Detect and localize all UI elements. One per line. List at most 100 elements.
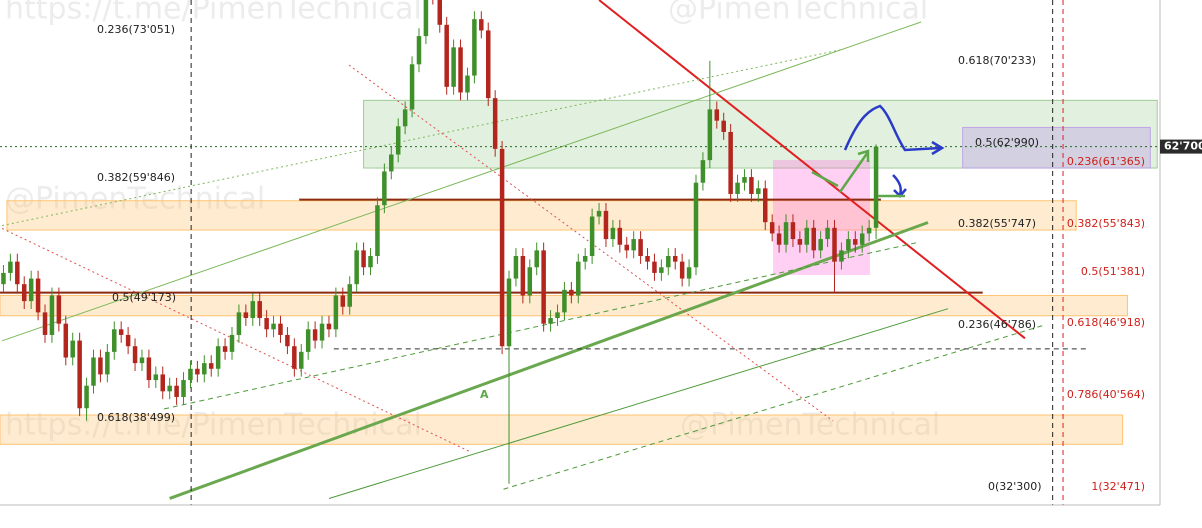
candle-body xyxy=(42,312,48,335)
price-zone xyxy=(6,200,1077,231)
candle-body xyxy=(326,323,332,330)
candle-body xyxy=(492,98,498,149)
candle-body xyxy=(153,374,159,381)
candle-body xyxy=(548,318,553,324)
candle-body xyxy=(271,323,276,330)
candle-body xyxy=(70,340,75,358)
candle-body xyxy=(700,160,706,183)
candle-body xyxy=(707,109,713,161)
candle-body xyxy=(776,233,782,245)
candle-body xyxy=(797,239,803,245)
candle-body xyxy=(444,24,449,87)
candle-body xyxy=(285,334,290,347)
candle-body xyxy=(347,284,352,307)
candle-body xyxy=(8,261,13,273)
watermarks: https://t.me/PimenTechnical @PimenTechnic… xyxy=(5,0,940,443)
trend-line xyxy=(164,241,918,410)
green-stroke xyxy=(811,170,839,188)
candle-body xyxy=(825,227,830,240)
candle-body xyxy=(839,250,844,262)
candle-body xyxy=(409,64,415,110)
candle-body xyxy=(659,267,664,273)
candle-body xyxy=(98,357,103,375)
candle-body xyxy=(278,323,283,335)
candle-body xyxy=(458,47,463,93)
candle-body xyxy=(742,177,747,183)
candle-body xyxy=(167,385,172,392)
candle-body xyxy=(769,222,775,234)
candle-body xyxy=(146,357,152,381)
candle-body xyxy=(527,267,533,296)
candle-body xyxy=(873,146,879,228)
trend-line xyxy=(1,228,470,452)
fib-red-label: 0.382(55'843) xyxy=(1067,217,1145,230)
watermark: @PimenTechnical xyxy=(5,182,265,217)
candle-body xyxy=(811,227,816,251)
candle-body xyxy=(693,182,699,268)
candle-body xyxy=(1,272,6,285)
candle-body xyxy=(77,340,82,409)
candle-body xyxy=(756,188,761,194)
trend-line xyxy=(503,325,1043,490)
candle-body xyxy=(195,368,200,375)
candle-body xyxy=(638,239,643,256)
candle-body xyxy=(596,210,602,217)
candle-body xyxy=(215,346,221,369)
trend-line xyxy=(1,21,922,342)
watermark: https://t.me/PimenTechnical xyxy=(5,408,422,443)
candle-body xyxy=(84,385,89,409)
candle-body xyxy=(375,205,380,256)
candle-body xyxy=(804,227,810,245)
candle-body xyxy=(28,278,34,302)
candle-body xyxy=(361,250,366,268)
fib-label: 0.618(38'499) xyxy=(97,411,175,424)
candle-body xyxy=(437,0,443,25)
candle-body xyxy=(465,75,470,93)
candle-body xyxy=(562,289,567,313)
price-zone xyxy=(962,126,1151,169)
candle-body xyxy=(63,323,69,358)
axes: 62'700 xyxy=(1160,139,1202,154)
price-zone xyxy=(0,414,1124,445)
candle-body xyxy=(229,334,235,352)
candle-body xyxy=(139,357,145,364)
candle-body xyxy=(160,374,165,392)
fib-labels: 0.236(73'051) 0.382(59'846) 0.5(49'173) 0.6… xyxy=(97,23,1145,493)
candle-body xyxy=(672,256,678,262)
candle-body xyxy=(652,261,657,273)
candle-body xyxy=(576,261,581,296)
candle-body xyxy=(382,171,387,206)
candle-body xyxy=(125,334,131,347)
fib-label: 0.5(49'173) xyxy=(112,291,176,304)
watermark: @PimenTechnical xyxy=(680,408,940,443)
fib-label: 0.618(70'233) xyxy=(958,54,1036,67)
fib-red-label: 0.786(40'564) xyxy=(1067,388,1145,401)
candle-body xyxy=(763,188,768,223)
candle-body xyxy=(832,227,837,262)
candle-body xyxy=(264,318,269,330)
fib-label: 0.382(55'747) xyxy=(958,217,1036,230)
candle-body xyxy=(569,289,574,296)
candle-body xyxy=(49,295,55,335)
candle-body xyxy=(818,239,823,251)
candle-body xyxy=(783,222,789,245)
watermark: @PimenTechnical xyxy=(668,0,928,27)
candle-body xyxy=(56,295,62,324)
candle-body xyxy=(686,267,692,279)
pattern-marker: A xyxy=(480,388,489,401)
candle-body xyxy=(721,120,726,132)
arrow-head xyxy=(931,140,945,156)
candle-body xyxy=(472,19,477,76)
fib-label: 0.5(62'990) xyxy=(975,136,1039,149)
fib-red-label: 0.5(51'381) xyxy=(1081,265,1145,278)
fib-label: 0.382(59'846) xyxy=(97,171,175,184)
candle-body xyxy=(735,182,740,194)
candle-body xyxy=(174,385,179,397)
candle-body xyxy=(645,256,650,262)
projection-path xyxy=(843,104,941,152)
candle-body xyxy=(555,312,560,319)
candle-body xyxy=(485,30,491,99)
candle-body xyxy=(846,239,851,251)
fib-red-label: 0.618(46'918) xyxy=(1067,316,1145,329)
